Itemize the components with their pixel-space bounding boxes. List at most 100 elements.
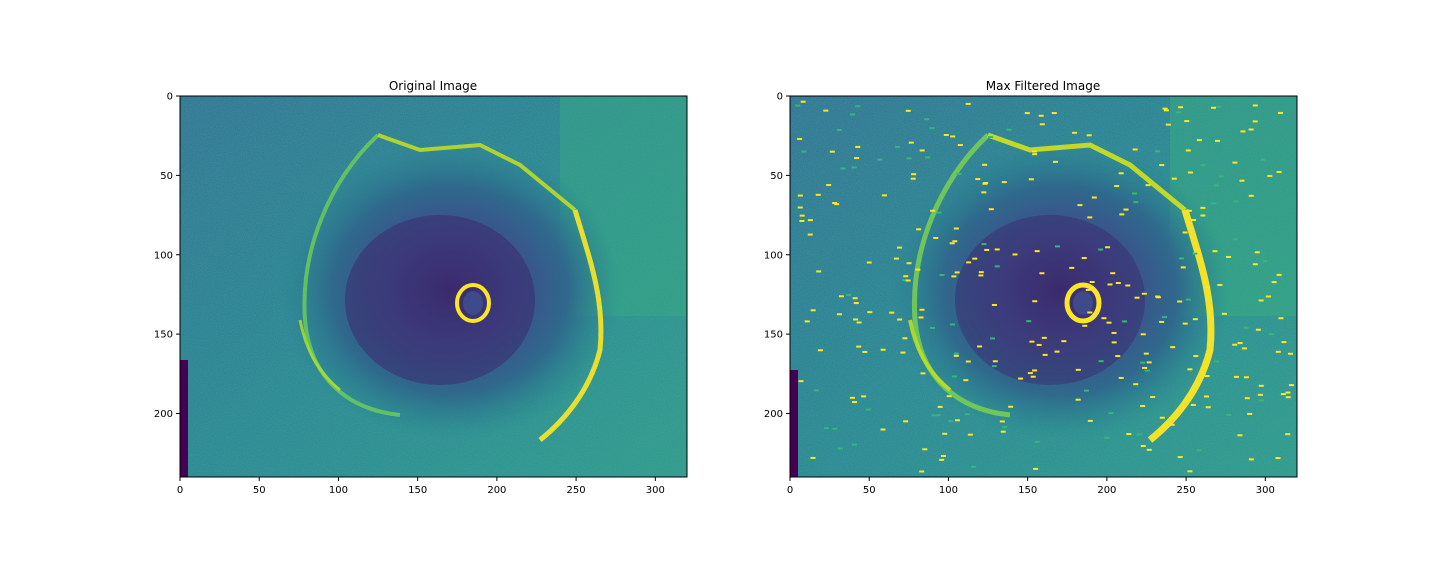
speckle <box>866 261 872 264</box>
speckle <box>1031 150 1037 153</box>
y-ticks: 0 50 100 150 200 <box>764 92 790 420</box>
speckle <box>1146 448 1152 451</box>
y-tick-label: 200 <box>154 409 173 420</box>
speckle <box>797 137 803 140</box>
speckle <box>1196 139 1202 142</box>
speckle <box>855 105 861 108</box>
x-tick-label: 50 <box>253 485 266 496</box>
speckle <box>1072 131 1078 134</box>
speckle <box>915 268 921 271</box>
speckle <box>990 337 996 340</box>
speckle <box>1034 250 1040 253</box>
speckle <box>939 273 945 276</box>
speckle <box>918 316 924 319</box>
speckle <box>807 233 813 236</box>
speckle <box>1133 383 1139 386</box>
speckle <box>1280 393 1286 396</box>
speckle <box>1140 333 1146 336</box>
speckle <box>1212 250 1218 253</box>
panel-title: Max Filtered Image <box>986 79 1100 93</box>
speckle <box>1039 123 1045 126</box>
speckle <box>1137 433 1143 436</box>
speckle <box>1098 360 1104 363</box>
speckle <box>982 163 988 166</box>
speckle <box>877 158 883 161</box>
speckle <box>1275 350 1281 353</box>
speckle <box>1140 445 1146 448</box>
speckle <box>1257 393 1263 396</box>
speckle <box>834 203 840 206</box>
speckle <box>1248 458 1254 461</box>
speckle <box>982 182 988 185</box>
speckle <box>946 395 952 398</box>
speckle <box>1105 246 1111 249</box>
speckle <box>1140 405 1146 408</box>
speckle <box>940 454 946 457</box>
speckle <box>1118 172 1124 175</box>
speckle <box>856 321 862 324</box>
speckle <box>1143 352 1149 355</box>
speckle <box>1083 389 1089 392</box>
speckle <box>919 308 925 311</box>
speckle <box>952 240 958 243</box>
speckle <box>807 219 813 222</box>
speckle <box>1171 177 1177 180</box>
speckle <box>1133 201 1139 204</box>
speckle <box>1221 312 1227 315</box>
speckle <box>1115 281 1121 284</box>
speckle <box>1187 470 1193 473</box>
speckle <box>800 100 806 103</box>
speckle <box>1248 194 1254 197</box>
speckle <box>1233 200 1239 203</box>
speckle <box>942 432 948 435</box>
speckle <box>994 265 1000 268</box>
speckle <box>1134 296 1140 299</box>
speckle <box>836 128 842 131</box>
speckle <box>1122 320 1128 323</box>
speckle <box>906 157 912 160</box>
speckle <box>1034 440 1040 443</box>
speckle <box>950 323 956 326</box>
speckle <box>1032 369 1038 372</box>
max-filter-speckles <box>795 100 1294 473</box>
speckle <box>963 379 969 382</box>
x-tick-label: 250 <box>1177 485 1196 496</box>
speckle <box>911 173 917 176</box>
speckle <box>1180 266 1186 269</box>
speckle <box>1110 272 1116 275</box>
speckle <box>889 311 895 314</box>
speckle <box>832 202 838 205</box>
speckle <box>1086 134 1092 137</box>
speckle <box>943 133 949 136</box>
speckle <box>1278 317 1284 320</box>
speckle <box>1288 384 1294 387</box>
speckle <box>1085 288 1091 291</box>
speckle <box>950 135 956 138</box>
speckle <box>837 447 843 450</box>
speckle <box>935 414 941 417</box>
speckle <box>1191 218 1197 221</box>
speckle <box>994 248 1000 251</box>
speckle <box>1033 467 1039 470</box>
speckle <box>1036 343 1042 346</box>
speckle <box>1140 361 1146 364</box>
speckle <box>1008 405 1014 408</box>
panel-title: Original Image <box>389 79 477 93</box>
speckle <box>1184 120 1190 123</box>
speckle <box>937 405 943 408</box>
image-original <box>180 96 687 477</box>
speckle <box>1239 179 1245 182</box>
x-tick-label: 100 <box>329 485 348 496</box>
x-tick-label: 200 <box>1097 485 1116 496</box>
x-ticks: 0 50 100 150 200 250 300 <box>787 477 1275 496</box>
speckle <box>972 257 978 260</box>
speckle <box>1185 298 1191 301</box>
speckle <box>1248 128 1254 131</box>
speckle <box>1142 366 1148 369</box>
speckle <box>1038 114 1044 117</box>
y-tick-label: 100 <box>154 250 173 261</box>
speckle <box>1214 139 1220 142</box>
speckle <box>1247 412 1253 415</box>
speckle <box>1170 346 1176 349</box>
x-tick-label: 300 <box>646 485 665 496</box>
